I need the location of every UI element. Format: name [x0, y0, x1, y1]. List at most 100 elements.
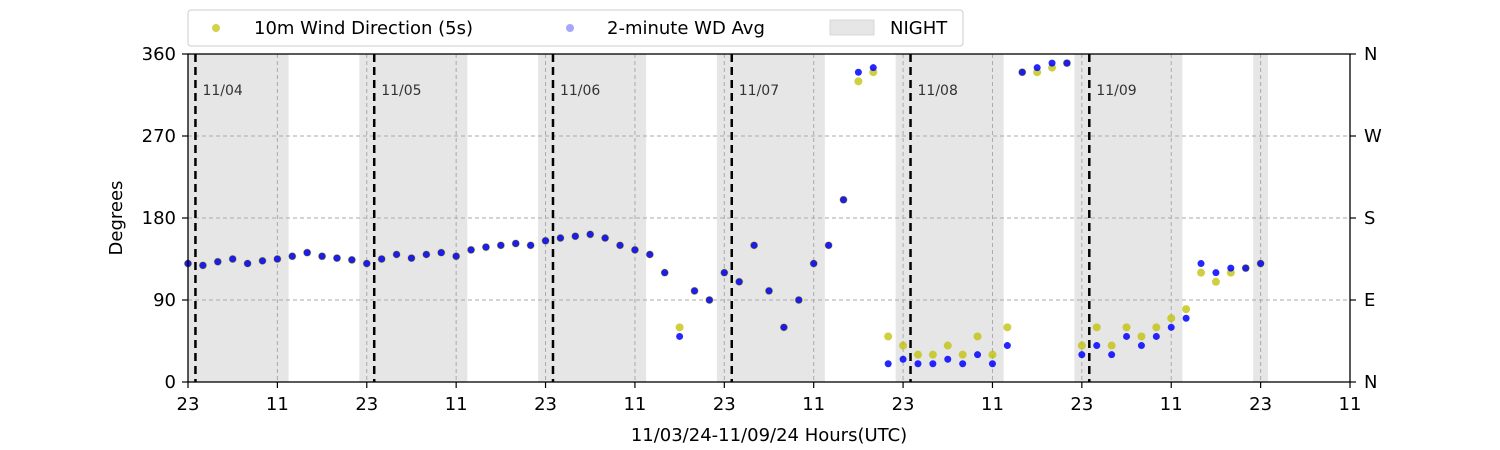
- wd-avg-point: [616, 241, 624, 249]
- wind-direction-point: [1197, 268, 1206, 277]
- wd-avg-point: [884, 360, 892, 368]
- wd-avg-point: [497, 241, 505, 249]
- wd-avg-point: [244, 260, 252, 268]
- wd-avg-point: [273, 255, 281, 263]
- day-marker-label: 11/09: [1096, 83, 1136, 99]
- wd-avg-point: [839, 196, 847, 204]
- wd-avg-point: [735, 278, 743, 286]
- y-tick-label-left: 360: [142, 44, 176, 65]
- wd-avg-point: [288, 252, 296, 260]
- wd-avg-point: [854, 68, 862, 76]
- wd-avg-point: [646, 250, 654, 258]
- legend-marker-2min-avg: [566, 24, 574, 32]
- day-marker-label: 11/05: [381, 83, 421, 99]
- wd-avg-point: [571, 232, 579, 240]
- wd-avg-point: [676, 332, 684, 340]
- wd-avg-point: [974, 351, 982, 359]
- wd-avg-point: [959, 360, 967, 368]
- wd-avg-point: [363, 260, 371, 268]
- y-tick-label-left: 180: [142, 208, 176, 229]
- wd-avg-point: [393, 250, 401, 258]
- wd-avg-point: [988, 360, 996, 368]
- wd-avg-point: [601, 234, 609, 242]
- wind-direction-point: [1107, 341, 1116, 350]
- wd-avg-point: [333, 254, 341, 262]
- y-tick-label-left: 0: [165, 372, 176, 393]
- x-tick-label: 11: [623, 394, 646, 415]
- wind-direction-point: [928, 350, 937, 359]
- wd-avg-point: [1063, 59, 1071, 67]
- wd-avg-point: [1018, 68, 1026, 76]
- legend-label-night: NIGHT: [890, 18, 948, 39]
- x-tick-label: 11: [1339, 394, 1362, 415]
- x-tick-label: 23: [177, 394, 200, 415]
- wd-avg-point: [378, 255, 386, 263]
- wd-avg-point: [750, 241, 758, 249]
- wd-avg-point: [437, 249, 445, 257]
- wd-avg-point: [869, 64, 877, 72]
- y-tick-label-right: N: [1364, 372, 1377, 393]
- x-tick-label: 11: [802, 394, 825, 415]
- wd-avg-point: [586, 230, 594, 238]
- wind-direction-point: [973, 332, 982, 341]
- wd-avg-point: [1093, 342, 1101, 350]
- wind-direction-point: [1182, 305, 1191, 314]
- wind-direction-point: [1122, 323, 1131, 332]
- wd-avg-point: [512, 240, 520, 248]
- wind-direction-point: [1003, 323, 1012, 332]
- y-tick-label-right: E: [1364, 290, 1375, 311]
- wind-direction-point: [1077, 341, 1086, 350]
- wd-avg-point: [1242, 264, 1250, 272]
- wd-avg-point: [631, 246, 639, 254]
- x-tick-label: 11: [445, 394, 468, 415]
- day-marker-label: 11/07: [739, 83, 779, 99]
- wind-direction-point: [988, 350, 997, 359]
- wd-avg-point: [1078, 351, 1086, 359]
- wd-avg-point: [1227, 264, 1235, 272]
- x-tick-label: 23: [355, 394, 378, 415]
- wd-avg-point: [705, 296, 713, 304]
- wd-avg-point: [825, 241, 833, 249]
- wd-avg-point: [1048, 59, 1056, 67]
- wd-avg-point: [258, 257, 266, 265]
- wd-avg-point: [1123, 332, 1131, 340]
- legend-label-wind-direction: 10m Wind Direction (5s): [254, 18, 473, 39]
- x-tick-label: 11: [266, 394, 289, 415]
- wd-avg-point: [199, 261, 207, 269]
- wd-avg-point: [899, 355, 907, 363]
- wd-avg-point: [1152, 332, 1160, 340]
- wd-avg-point: [1197, 260, 1205, 268]
- wind-direction-point: [913, 350, 922, 359]
- wind-direction-point: [958, 350, 967, 359]
- wind-direction-point: [1152, 323, 1161, 332]
- y-tick-label-right: S: [1364, 208, 1375, 229]
- wd-avg-point: [407, 254, 415, 262]
- legend-patch-night: [829, 19, 875, 36]
- wind-direction-point: [943, 341, 952, 350]
- day-marker-label: 11/06: [560, 83, 600, 99]
- legend: 10m Wind Direction (5s) 2-minute WD Avg …: [187, 9, 964, 47]
- wd-avg-point: [661, 269, 669, 277]
- wd-avg-point: [542, 237, 550, 245]
- wd-avg-point: [214, 258, 222, 266]
- x-tick-label: 23: [534, 394, 557, 415]
- wd-avg-point: [1137, 342, 1145, 350]
- wd-avg-point: [1212, 269, 1220, 277]
- wd-avg-point: [229, 255, 237, 263]
- x-axis-title: 11/03/24-11/09/24 Hours(UTC): [631, 425, 907, 446]
- axes-layer: 23 11 23 11 23 11 23 11 23 11 23 11 23 11 0 N 90 E 180 S 270…: [142, 44, 1382, 415]
- wd-avg-point: [1182, 314, 1190, 322]
- wd-avg-point: [1033, 64, 1041, 72]
- wd-avg-point: [1108, 351, 1116, 359]
- wd-avg-point: [467, 246, 475, 254]
- wd-avg-point: [720, 269, 728, 277]
- wd-avg-point: [452, 252, 460, 260]
- legend-box: [187, 9, 964, 47]
- wd-avg-point: [422, 250, 430, 258]
- x-tick-label: 11: [981, 394, 1004, 415]
- x-tick-label: 23: [713, 394, 736, 415]
- y-axis-title: Degrees: [106, 181, 127, 256]
- wd-avg-point: [914, 360, 922, 368]
- wd-avg-point: [318, 252, 326, 260]
- points-layer: [184, 59, 1265, 368]
